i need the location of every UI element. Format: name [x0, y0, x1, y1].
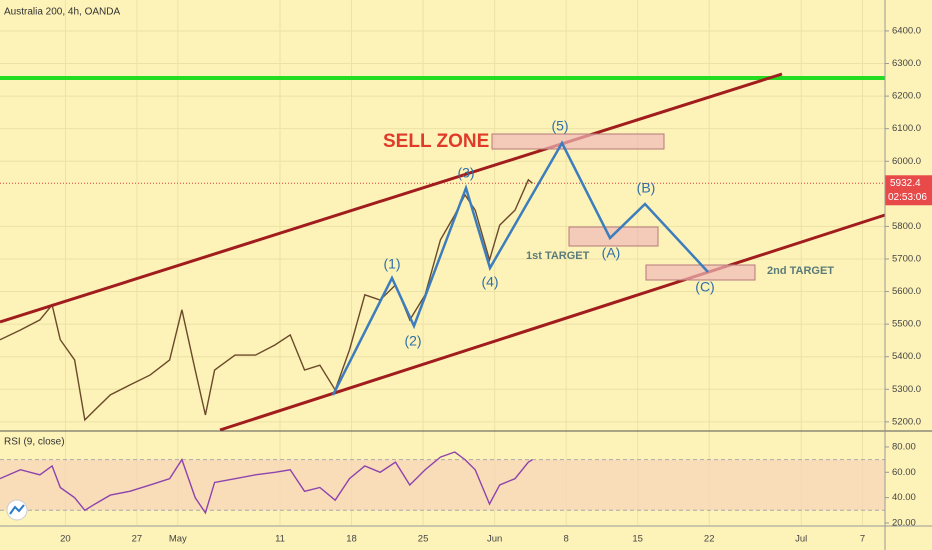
y-tick-label: 6100.0 — [892, 123, 921, 134]
x-tick-label: 11 — [275, 534, 285, 545]
wave-label: (B) — [637, 180, 656, 196]
target1-label: 1st TARGET — [526, 250, 590, 262]
x-tick-label: 25 — [418, 534, 429, 545]
y-tick-label: 6000.0 — [892, 156, 921, 167]
x-tick-label: 7 — [860, 534, 865, 545]
channel-upper — [0, 72, 783, 324]
sell-zone-box — [491, 133, 665, 150]
x-tick-label: 8 — [564, 534, 569, 545]
wave-label: (C) — [695, 279, 714, 295]
wave-label: (1) — [383, 256, 400, 272]
channel-lower — [219, 213, 886, 432]
x-tick-label: Jul — [795, 534, 807, 545]
x-tick-label: 22 — [704, 534, 715, 545]
y-tick-label: 60.00 — [892, 467, 916, 478]
y-tick-label: 20.00 — [892, 517, 916, 528]
wave-label: (4) — [481, 274, 498, 290]
y-tick-label: 5500.0 — [892, 319, 921, 330]
x-tick-label: 15 — [632, 534, 643, 545]
symbol-header: Australia 200, 4h, OANDA — [4, 7, 120, 18]
y-tick-label: 5300.0 — [892, 384, 921, 395]
y-tick-label: 6300.0 — [892, 58, 921, 69]
target2-label: 2nd TARGET — [767, 265, 834, 277]
target1-box — [568, 226, 659, 247]
current-price-label: 5932.4 — [890, 178, 921, 189]
tv-logo-icon — [9, 504, 25, 515]
price-line — [0, 451, 533, 515]
y-tick-label: 5400.0 — [892, 351, 921, 362]
y-tick-label: 40.00 — [892, 492, 916, 503]
y-tick-label: 6400.0 — [892, 25, 921, 36]
x-tick-label: 20 — [60, 534, 71, 545]
wave-label: (A) — [602, 245, 621, 261]
wave-label: (3) — [457, 165, 474, 181]
x-tick-label: 27 — [132, 534, 143, 545]
y-tick-label: 5800.0 — [892, 221, 921, 232]
current-price-box — [885, 175, 932, 206]
rsi-band — [0, 459, 885, 511]
wave-label: (2) — [404, 333, 421, 349]
rsi-title: RSI (9, close) — [4, 437, 65, 448]
y-tick-label: 5600.0 — [892, 286, 921, 297]
wave-label: (5) — [551, 118, 568, 134]
x-tick-label: Jun — [487, 534, 502, 545]
countdown-label: 02:53:06 — [888, 192, 927, 203]
x-tick-label: 18 — [346, 534, 357, 545]
elliott-wave — [331, 140, 709, 396]
y-tick-label: 5700.0 — [892, 253, 921, 264]
x-tick-label: May — [169, 534, 187, 545]
y-tick-label: 80.00 — [892, 441, 916, 452]
sell-zone-label: SELL ZONE — [383, 131, 489, 152]
y-tick-label: 6200.0 — [892, 91, 921, 102]
y-tick-label: 5200.0 — [892, 416, 921, 427]
